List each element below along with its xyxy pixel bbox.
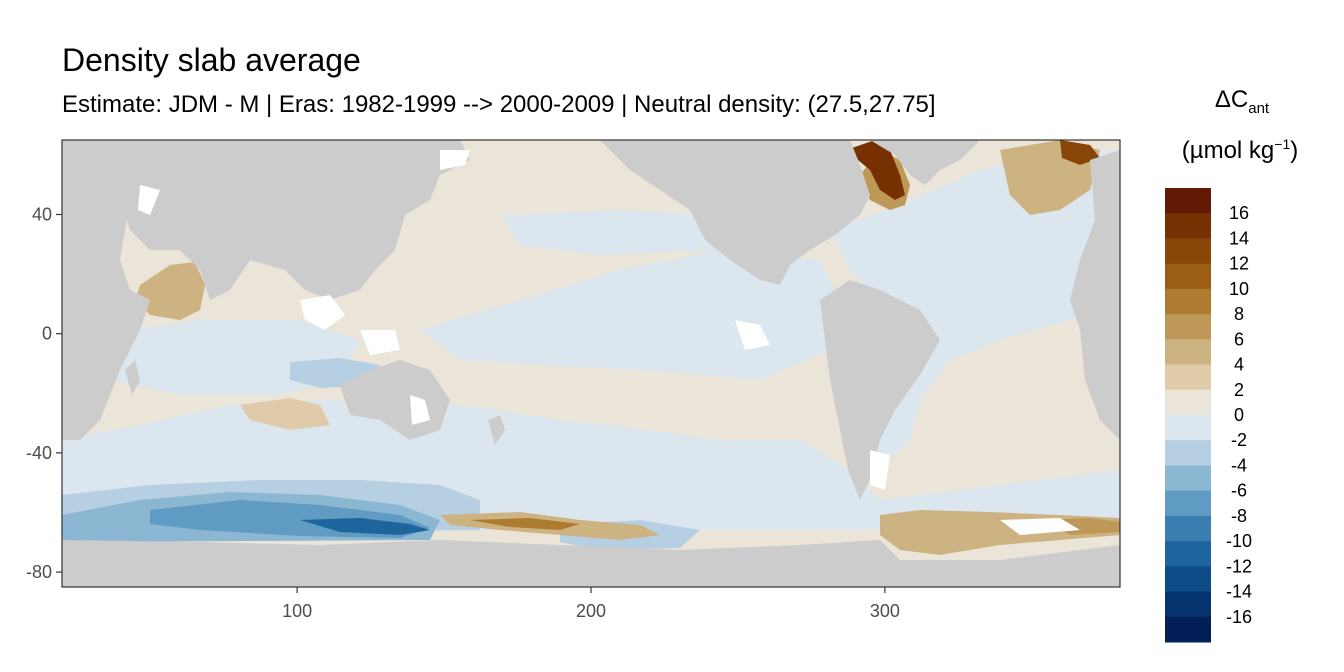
legend-label: 0 — [1234, 405, 1244, 425]
legend-label: 6 — [1234, 329, 1244, 349]
negative-region-north-pacific — [500, 210, 760, 255]
legend-label: -10 — [1226, 531, 1252, 551]
negative-region-east-pacific — [420, 250, 840, 380]
no-data-patches — [138, 150, 1080, 535]
legend-swatch — [1165, 515, 1211, 542]
legend-swatch — [1165, 339, 1211, 366]
legend-swatch — [1165, 288, 1211, 315]
legend-swatch — [1165, 541, 1211, 567]
land-antarctica — [62, 540, 1120, 587]
positive-region-nordic-seas — [1060, 140, 1100, 165]
map-plot: 40 0 -40 -80 100 200 300 — [26, 139, 1121, 621]
positive-region-arabian-sea — [135, 262, 205, 320]
legend-swatch — [1165, 188, 1211, 214]
positive-region-south-australia — [240, 398, 330, 430]
y-tick-label: -80 — [26, 562, 52, 582]
legend-label: -14 — [1226, 582, 1252, 602]
legend-label: -12 — [1226, 556, 1252, 576]
legend-label: 14 — [1229, 228, 1249, 248]
legend-swatch — [1165, 415, 1211, 441]
legend-swatch — [1165, 389, 1211, 416]
legend-label: -8 — [1231, 506, 1247, 526]
legend-swatch — [1165, 238, 1211, 265]
legend-swatch — [1165, 213, 1211, 239]
legend-label: -4 — [1231, 455, 1247, 475]
legend-swatch — [1165, 490, 1211, 517]
land-africa — [62, 140, 150, 440]
legend-swatch — [1165, 314, 1211, 340]
positive-region-labrador-core — [852, 140, 905, 200]
y-tick-label: 0 — [42, 324, 52, 344]
y-tick-label: -40 — [26, 443, 52, 463]
land-greenland — [870, 140, 980, 185]
chart-subtitle: Estimate: JDM - M | Eras: 1982-1999 --> … — [62, 91, 936, 118]
x-tick-label: 100 — [282, 601, 312, 621]
land-north-america — [600, 140, 870, 285]
legend-swatch — [1165, 465, 1211, 492]
legend-label: 8 — [1234, 304, 1244, 324]
legend-label: -2 — [1231, 430, 1247, 450]
legend-label: 16 — [1229, 203, 1249, 223]
legend-swatch — [1165, 364, 1211, 391]
legend-swatch — [1165, 440, 1211, 466]
legend-swatch — [1165, 616, 1211, 643]
x-tick-label: 200 — [576, 601, 606, 621]
legend-swatch — [1165, 591, 1211, 618]
legend-label: 4 — [1234, 355, 1244, 375]
land-new-zealand — [488, 415, 505, 445]
land-madagascar — [125, 360, 140, 395]
land — [62, 140, 1120, 587]
chart-title: Density slab average — [62, 42, 361, 78]
legend-unit: (µmol kg−1) — [1181, 136, 1299, 164]
x-tick-label: 300 — [870, 601, 900, 621]
legend-swatch — [1165, 566, 1211, 593]
land-europe-east — [1070, 150, 1120, 440]
legend-title: ΔCant — [1214, 86, 1270, 117]
x-axis: 100 200 300 — [282, 587, 900, 621]
land-eurasia — [62, 140, 470, 300]
legend-label: 12 — [1229, 254, 1249, 274]
positive-region-south-pacific-core — [470, 518, 580, 530]
legend-swatch — [1165, 263, 1211, 290]
legend-label: 2 — [1234, 380, 1244, 400]
negative-region-southern-darkest — [300, 518, 430, 535]
legend-label: 10 — [1229, 279, 1249, 299]
y-axis: 40 0 -40 -80 — [26, 205, 62, 582]
legend-colorbar: 16 14 12 10 8 6 4 2 0 -2 -4 -6 -8 -10 -12 -14 -16 — [1165, 188, 1252, 643]
land-south-america — [820, 280, 940, 500]
legend-label: -16 — [1226, 607, 1252, 627]
legend-label: -6 — [1231, 481, 1247, 501]
y-tick-label: 40 — [32, 205, 52, 225]
